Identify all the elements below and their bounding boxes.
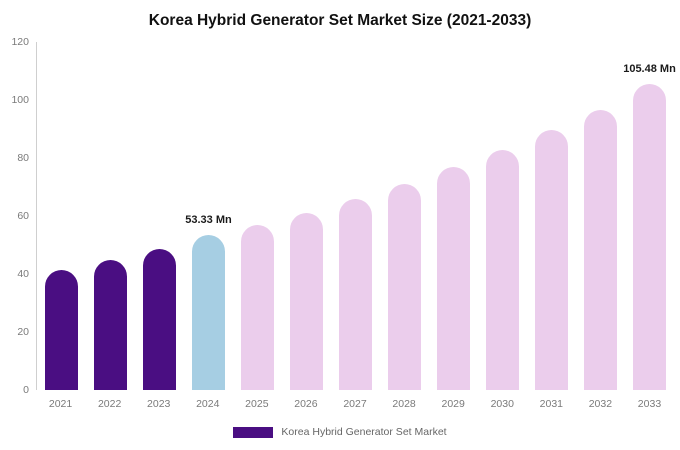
bar-slot-2024: 53.33 Mn <box>184 42 233 390</box>
bar-2031 <box>535 130 568 390</box>
legend: Korea Hybrid Generator Set Market <box>0 426 680 438</box>
bar-2027 <box>339 198 372 390</box>
y-tick-60: 60 <box>17 210 29 222</box>
y-tick-120: 120 <box>11 36 29 48</box>
y-tick-80: 80 <box>17 152 29 164</box>
bar-slot-2029 <box>429 42 478 390</box>
bar-2033 <box>633 84 666 390</box>
bar-2021 <box>45 269 78 390</box>
bar-2028 <box>388 183 421 390</box>
y-axis: 0 20 40 60 80 100 120 <box>6 36 37 396</box>
chart-title: Korea Hybrid Generator Set Market Size (… <box>148 12 532 29</box>
bar-slot-2025 <box>233 42 282 390</box>
x-axis-labels: 2021 2022 2023 2024 2025 2026 2027 2028 2029 2030… <box>36 398 674 410</box>
bar-2022 <box>94 259 127 390</box>
x-label-2032: 2032 <box>588 398 613 410</box>
bar-slot-2028 <box>380 42 429 390</box>
x-label-2028: 2028 <box>392 398 416 410</box>
bar-slot-2030 <box>478 42 527 390</box>
bar-2023 <box>143 249 176 390</box>
bar-slot-2026 <box>282 42 331 390</box>
bar-slot-2022 <box>86 42 135 390</box>
bar-2026 <box>290 212 323 390</box>
x-label-2024: 2024 <box>196 398 220 410</box>
x-label-2033: 2033 <box>637 398 662 410</box>
bar-slot-2021 <box>37 42 86 390</box>
bar-slot-2033: 105.48 Mn <box>623 42 676 390</box>
x-label-2023: 2023 <box>147 398 171 410</box>
bar-slot-2023 <box>135 42 184 390</box>
y-tick-0: 0 <box>23 384 29 396</box>
y-tick-20: 20 <box>17 326 29 338</box>
value-label-2024: 53.33 Mn <box>185 214 232 227</box>
x-label-2030: 2030 <box>490 398 514 410</box>
x-label-2029: 2029 <box>441 398 465 410</box>
x-label-2027: 2027 <box>343 398 367 410</box>
bar-2025 <box>241 225 274 390</box>
bar-slot-2027 <box>331 42 380 390</box>
bar-2024 <box>192 235 225 390</box>
x-label-2031: 2031 <box>539 398 563 410</box>
legend-label: Korea Hybrid Generator Set Market <box>281 426 447 438</box>
x-label-2026: 2026 <box>294 398 318 410</box>
plot-area: 53.33 Mn 105.48 Mn <box>37 42 676 390</box>
legend-swatch-icon <box>233 426 274 438</box>
bar-2030 <box>486 149 519 390</box>
x-label-2022: 2022 <box>97 398 122 410</box>
y-tick-100: 100 <box>11 94 29 106</box>
bar-2032 <box>584 110 617 390</box>
y-tick-40: 40 <box>17 268 29 280</box>
bar-slot-2032 <box>576 42 625 390</box>
value-label-2033: 105.48 Mn <box>623 63 676 76</box>
bar-2029 <box>437 167 470 390</box>
x-label-2025: 2025 <box>245 398 269 410</box>
bar-slot-2031 <box>527 42 576 390</box>
chart-body: 0 20 40 60 80 100 120 53.33 Mn 105.48 Mn <box>6 36 676 396</box>
x-label-2021: 2021 <box>48 398 73 410</box>
